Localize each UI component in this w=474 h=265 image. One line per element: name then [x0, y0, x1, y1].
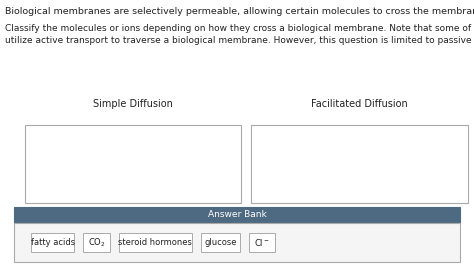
Text: Facilitated Diffusion: Facilitated Diffusion	[311, 99, 408, 109]
Bar	[251, 125, 468, 203]
Bar	[83, 233, 110, 252]
Text: steroid hormones: steroid hormones	[118, 238, 192, 247]
Text: Classify the molecules or ions depending on how they cross a biological membrane: Classify the molecules or ions depending…	[5, 24, 474, 45]
Text: Answer Bank: Answer Bank	[208, 210, 266, 219]
Bar	[25, 125, 241, 203]
Text: fatty acids: fatty acids	[30, 238, 75, 247]
Bar	[14, 207, 460, 223]
Text: glucose: glucose	[205, 238, 237, 247]
Bar	[201, 233, 240, 252]
Bar	[31, 233, 74, 252]
Text: Biological membranes are selectively permeable, allowing certain molecules to cr: Biological membranes are selectively per…	[5, 7, 474, 16]
Bar	[14, 223, 460, 262]
Bar	[118, 233, 192, 252]
Text: CO$_2$: CO$_2$	[88, 236, 106, 249]
Bar	[249, 233, 275, 252]
Text: Cl$^-$: Cl$^-$	[254, 237, 270, 248]
Text: Simple Diffusion: Simple Diffusion	[93, 99, 173, 109]
